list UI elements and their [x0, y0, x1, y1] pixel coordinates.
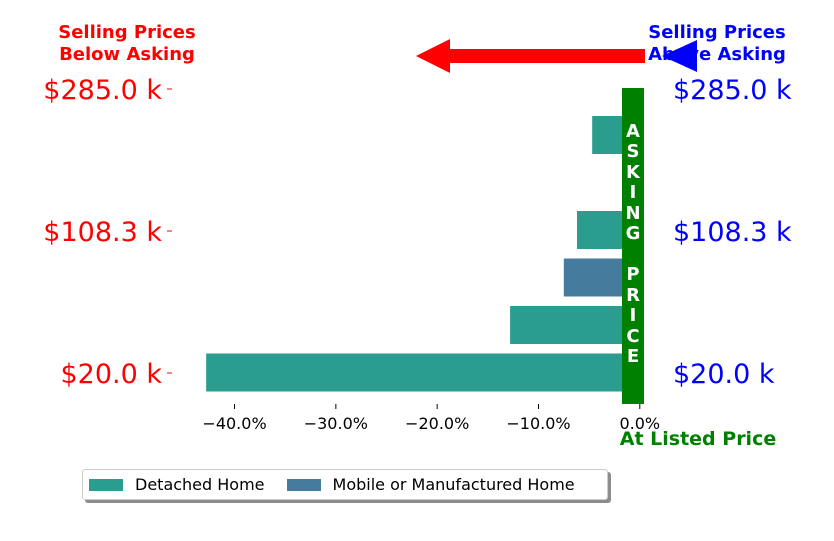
legend-label-detached: Detached Home — [135, 475, 265, 494]
x-tick-label: −20.0% — [405, 414, 469, 433]
asking-letter: E — [627, 346, 639, 367]
asking-letter: G — [626, 223, 641, 244]
at-listed-price-label: At Listed Price — [620, 428, 776, 450]
asking-letter: S — [627, 141, 640, 162]
legend: Detached Home Mobile or Manufactured Hom… — [82, 469, 608, 500]
x-tick-label: −30.0% — [304, 414, 368, 433]
asking-letter: C — [626, 326, 639, 347]
asking-price-bar — [622, 88, 644, 404]
below-asking-label-line1: Selling Prices — [58, 22, 195, 43]
asking-letter: P — [626, 264, 639, 285]
asking-letter: I — [630, 182, 637, 203]
asking-letter: R — [626, 285, 640, 306]
legend-label-mobile: Mobile or Manufactured Home — [332, 475, 575, 494]
asking-letter: A — [626, 121, 640, 142]
left-tick-label: $108.3 k — [43, 217, 162, 248]
legend-item-detached: Detached Home — [89, 475, 265, 494]
below-asking-arrow — [416, 39, 645, 73]
left-tick-label: $285.0 k — [43, 75, 162, 106]
right-tick-label: $20.0 k — [673, 359, 775, 390]
legend-swatch-mobile — [286, 478, 321, 491]
x-tick-label: −40.0% — [202, 414, 266, 433]
bar-0-2 — [510, 306, 640, 344]
x-tick-label: −10.0% — [506, 414, 570, 433]
x-tick-label: 0.0% — [619, 414, 660, 433]
above-asking-label-line1: Selling Prices — [648, 22, 785, 43]
right-tick-label: $108.3 k — [673, 217, 792, 248]
right-tick-label: $285.0 k — [673, 75, 792, 106]
bar-0-3 — [206, 353, 640, 392]
asking-letter: K — [626, 162, 641, 183]
left-tick-label: $20.0 k — [60, 359, 162, 390]
legend-item-mobile: Mobile or Manufactured Home — [286, 475, 575, 494]
asking-letter: I — [630, 305, 637, 326]
asking-letter: N — [625, 203, 640, 224]
above-asking-arrow — [662, 40, 697, 72]
legend-swatch-detached — [89, 478, 123, 491]
below-asking-label-line2: Below Asking — [59, 44, 195, 65]
